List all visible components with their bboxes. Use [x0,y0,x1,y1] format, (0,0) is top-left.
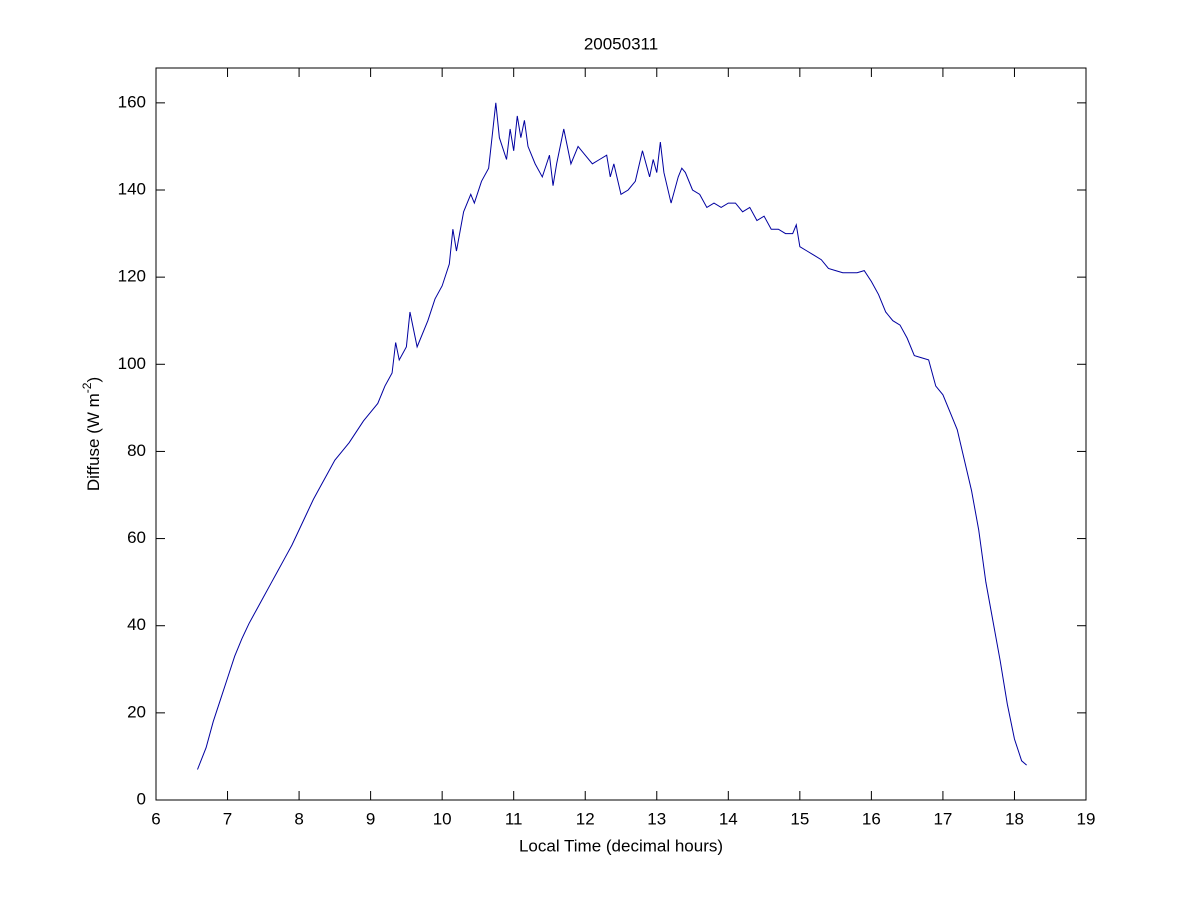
y-label-superscript: -2 [80,382,94,393]
y-tick-label: 140 [118,179,146,198]
y-tick-label: 120 [118,267,146,286]
y-tick-label: 80 [127,441,146,460]
y-tick-label: 160 [118,92,146,111]
y-label-text: Diffuse (W m [84,393,103,491]
x-tick-label: 17 [933,809,952,828]
x-tick-label: 19 [1077,809,1096,828]
x-tick-label: 18 [1005,809,1024,828]
y-tick-label: 100 [118,354,146,373]
x-tick-label: 14 [719,809,738,828]
data-line [197,102,1027,770]
y-tick-label: 60 [127,528,146,547]
x-tick-label: 7 [223,809,232,828]
x-tick-label: 10 [433,809,452,828]
y-axis-label: Diffuse (W m-2) [80,377,103,491]
x-tick-label: 15 [790,809,809,828]
x-tick-label: 16 [862,809,881,828]
ticks [155,68,1087,801]
x-tick-label: 11 [505,809,523,828]
x-tick-label: 12 [576,809,595,828]
y-tick-label: 0 [137,789,146,808]
y-tick-label: 40 [127,615,146,634]
y-tick-label: 20 [127,702,146,721]
x-tick-label: 9 [366,809,375,828]
chart-title: 20050311 [584,34,658,53]
x-tick-label: 13 [647,809,666,828]
x-tick-label: 8 [294,809,303,828]
y-label-close: ) [84,377,103,383]
plot-area [155,67,1087,801]
x-tick-label: 6 [151,809,160,828]
x-axis-label: Local Time (decimal hours) [519,836,723,855]
